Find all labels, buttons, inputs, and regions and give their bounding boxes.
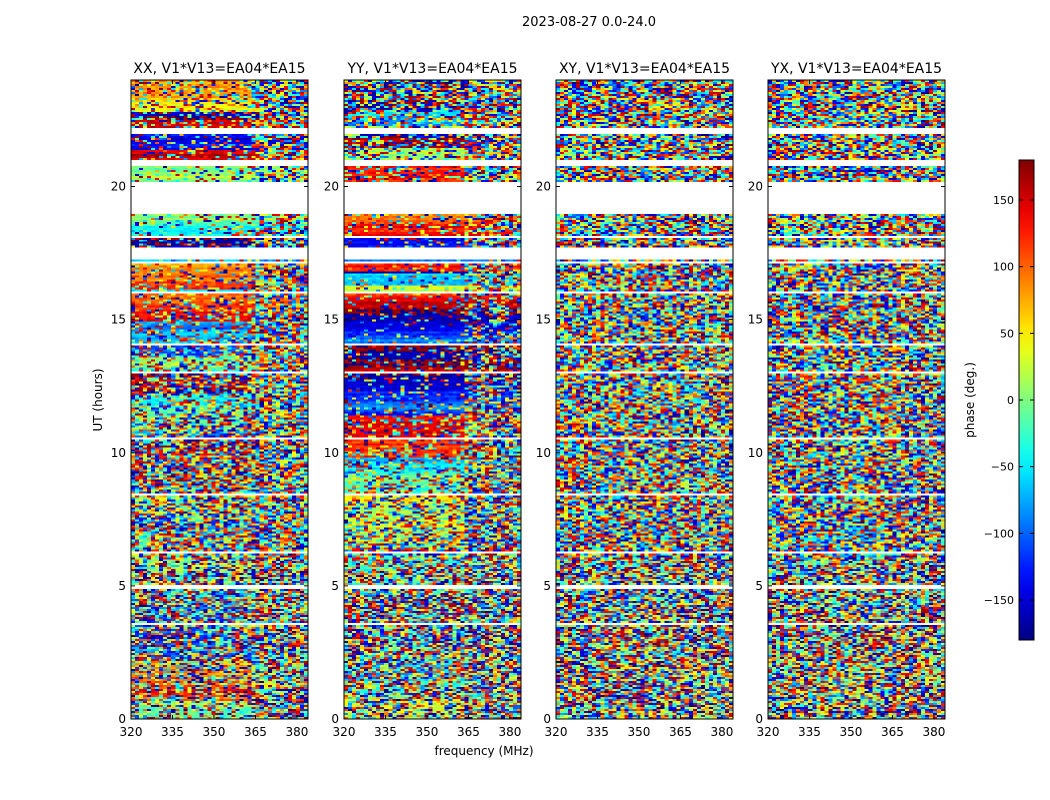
x-tick-label: 335: [586, 725, 609, 739]
y-tick-label: 5: [543, 579, 551, 593]
colorbar-tick-label: −50: [991, 461, 1014, 474]
y-tick-label: 5: [118, 579, 126, 593]
y-axis-label: UT (hours): [91, 368, 105, 431]
y-tick-label: 0: [331, 712, 339, 726]
y-tick-label: 10: [111, 446, 126, 460]
phase-heatmap-yx: [768, 80, 945, 719]
panel-frame: [130, 79, 309, 720]
x-tick-label: 380: [498, 725, 521, 739]
panel-yx: YX, V1*V13=EA04*EA15 320 335 350 365 380 0 5 10 1…: [748, 61, 946, 739]
x-axis-label: frequency (MHz): [434, 744, 533, 758]
y-tick-label: 15: [536, 313, 551, 327]
y-tick-label: 0: [543, 712, 551, 726]
colorbar-label: phase (deg.): [963, 362, 977, 438]
panel-title-xx: XX, V1*V13=EA04*EA15: [133, 61, 305, 77]
x-tick-label: 365: [669, 725, 692, 739]
colorbar-tick-label: 150: [993, 194, 1014, 207]
x-tick-label: 335: [161, 725, 184, 739]
y-tick-label: 20: [748, 180, 763, 194]
panel-xx: XX, V1*V13=EA04*EA15 320 335 350 365 380 0 5 10 1…: [111, 61, 309, 739]
phase-heatmap-xx: [131, 80, 308, 719]
x-tick-label: 380: [710, 725, 733, 739]
x-tick-label: 380: [922, 725, 945, 739]
y-tick-label: 15: [111, 313, 126, 327]
y-tick-label: 20: [111, 180, 126, 194]
colorbar-tick-label: 0: [1007, 394, 1014, 407]
panel-title-yy: YY, V1*V13=EA04*EA15: [346, 61, 517, 77]
x-tick-label: 320: [120, 725, 143, 739]
x-tick-label: 320: [333, 725, 356, 739]
colorbar-tick-label: 100: [993, 261, 1014, 274]
y-tick-label: 20: [536, 180, 551, 194]
colorbar-tick-label: −150: [984, 594, 1014, 607]
panel-frame: [767, 79, 946, 720]
x-tick-label: 350: [628, 725, 651, 739]
colorbar-tick-label: −100: [984, 527, 1014, 540]
colorbar-tick-label: 50: [1000, 327, 1014, 340]
x-tick-label: 320: [545, 725, 568, 739]
phase-heatmap-xy: [556, 80, 733, 719]
panels-group: XX, V1*V13=EA04*EA15 320 335 350 365 380 0 5 10 1…: [111, 61, 946, 739]
panel-title-yx: YX, V1*V13=EA04*EA15: [770, 61, 942, 77]
y-tick-label: 10: [748, 446, 763, 460]
y-tick-label: 10: [324, 446, 339, 460]
y-tick-label: 5: [755, 579, 763, 593]
x-tick-label: 380: [285, 725, 308, 739]
panel-frame: [343, 79, 522, 720]
x-tick-label: 320: [757, 725, 780, 739]
panel-xy: XY, V1*V13=EA04*EA15 320 335 350 365 380 0 5 10 1…: [536, 61, 734, 739]
y-tick-label: 20: [324, 180, 339, 194]
x-tick-label: 350: [203, 725, 226, 739]
x-tick-label: 365: [881, 725, 904, 739]
x-tick-label: 365: [244, 725, 267, 739]
y-tick-label: 0: [755, 712, 763, 726]
y-tick-label: 10: [536, 446, 551, 460]
panel-yy: YY, V1*V13=EA04*EA15 320 335 350 365 380 0 5 10 1…: [324, 61, 522, 739]
y-tick-label: 0: [118, 712, 126, 726]
y-tick-label: 15: [324, 313, 339, 327]
y-tick-label: 5: [331, 579, 339, 593]
x-tick-label: 350: [840, 725, 863, 739]
panel-frame: [555, 79, 734, 720]
x-tick-label: 365: [457, 725, 480, 739]
colorbar: −150 −100 −50 0 50 100 150: [984, 159, 1035, 641]
x-tick-label: 335: [374, 725, 397, 739]
x-tick-label: 350: [416, 725, 439, 739]
x-tick-label: 335: [798, 725, 821, 739]
figure-title: 2023-08-27 0.0-24.0: [522, 15, 656, 30]
panel-title-xy: XY, V1*V13=EA04*EA15: [559, 61, 730, 77]
y-tick-label: 15: [748, 313, 763, 327]
phase-heatmap-yy: [344, 80, 521, 719]
